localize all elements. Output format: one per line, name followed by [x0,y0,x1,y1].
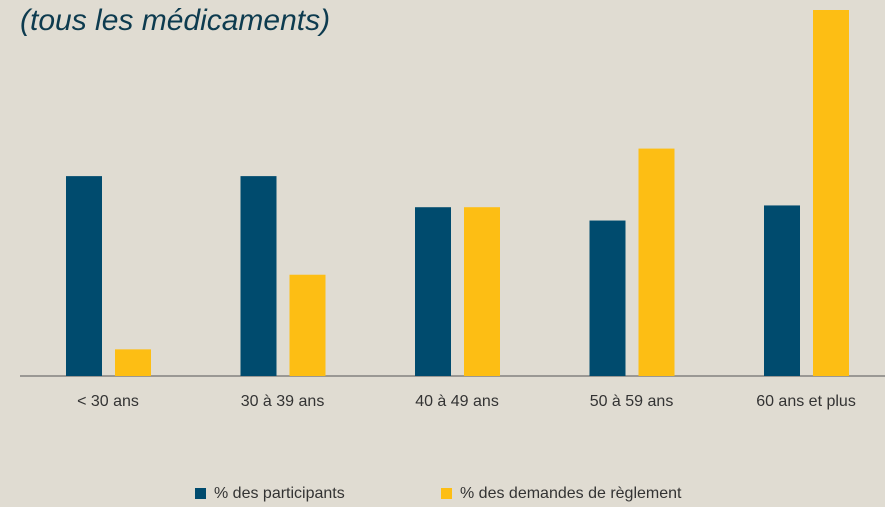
bar [813,10,849,376]
legend-swatch [441,488,452,499]
legend-swatch [195,488,206,499]
bar [115,349,151,376]
bar [66,176,102,376]
legend-label: % des participants [214,485,345,502]
x-tick-label: < 30 ans [77,393,139,410]
bar [589,220,626,376]
x-tick-label: 60 ans et plus [756,393,856,410]
chart-title: (tous les médicaments) [20,4,330,37]
x-tick-label: 50 à 59 ans [590,393,674,410]
bar [764,205,800,376]
x-tick-label: 40 à 49 ans [415,393,499,410]
bar [638,148,675,376]
bar [464,207,500,376]
bar [415,207,451,376]
legend-label: % des demandes de règlement [460,485,682,502]
bar [240,176,277,376]
bar [289,274,326,376]
x-tick-label: 30 à 39 ans [241,393,325,410]
